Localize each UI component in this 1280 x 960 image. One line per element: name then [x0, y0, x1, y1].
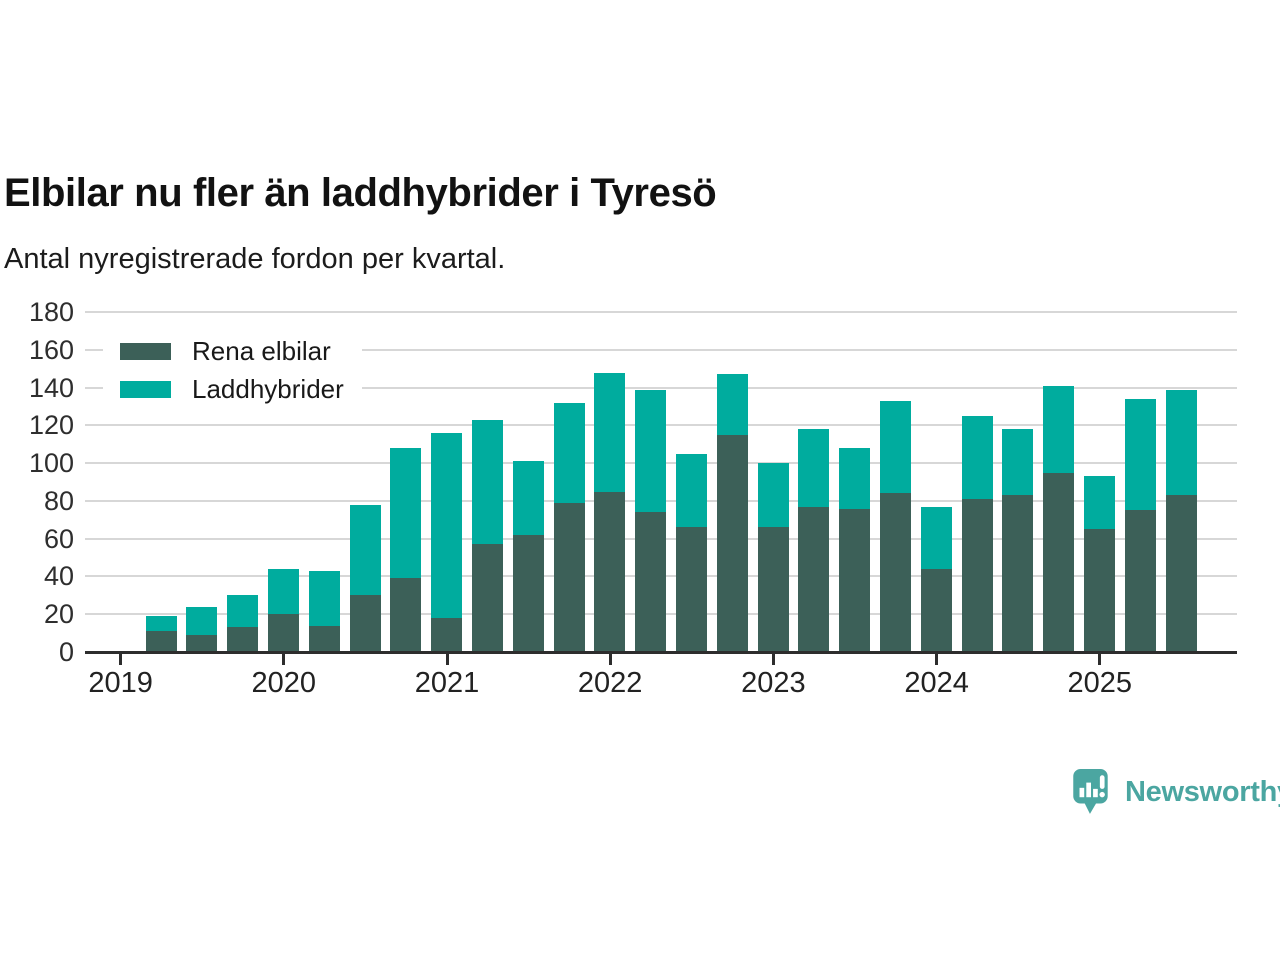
- bar-elbilar-2021-q4: [553, 502, 585, 653]
- bar-laddhybrider-2022-q4: [716, 374, 748, 435]
- gridline-y-180: [85, 311, 1237, 314]
- bar-elbilar-2024-q2: [961, 499, 993, 653]
- legend: Rena elbilar Laddhybrider: [103, 327, 362, 415]
- bar-laddhybrider-2021-q4: [553, 402, 585, 503]
- newsworthy-wordmark: Newsworthy: [1125, 776, 1280, 808]
- bar-laddhybrider-2023-q4: [879, 400, 911, 494]
- x-axis-year-label: 2025: [1067, 667, 1133, 699]
- y-axis-tick-label: 180: [28, 297, 74, 328]
- newsworthy-logo[interactable]: Newsworthy: [1072, 768, 1280, 816]
- bar-elbilar-2021-q1: [431, 618, 463, 653]
- bar-laddhybrider-2022-q3: [675, 453, 707, 528]
- y-axis-tick-label: 40: [43, 561, 74, 592]
- bar-elbilar-2023-q2: [798, 506, 830, 653]
- bar-laddhybrider-2021-q3: [512, 461, 544, 535]
- x-axis-year-label: 2020: [251, 667, 317, 699]
- y-axis-tick-label: 100: [28, 448, 74, 479]
- bar-elbilar-2022-q4: [716, 434, 748, 653]
- bar-elbilar-2019-q3: [186, 635, 218, 653]
- legend-swatch-elbilar-icon: [120, 342, 171, 360]
- x-axis-tick: [1098, 654, 1102, 665]
- y-axis-tick-label: 160: [28, 334, 74, 365]
- bar-laddhybrider-2019-q2: [145, 616, 177, 632]
- y-axis-tick-label: 20: [43, 599, 74, 630]
- bar-laddhybrider-2021-q1: [431, 432, 463, 618]
- chart-subtitle: Antal nyregistrerade fordon per kvartal.: [4, 243, 506, 275]
- bar-laddhybrider-2025-q3: [1165, 389, 1197, 496]
- bar-elbilar-2024-q1: [920, 568, 952, 653]
- bar-elbilar-2020-q4: [390, 578, 422, 653]
- bar-laddhybrider-2025-q1: [1083, 476, 1115, 530]
- bar-elbilar-2025-q2: [1124, 510, 1156, 653]
- bar-elbilar-2020-q1: [267, 614, 299, 653]
- bar-laddhybrider-2023-q3: [839, 448, 871, 509]
- bar-elbilar-2025-q3: [1165, 495, 1197, 653]
- newsworthy-speech-bubble-bar-chart-icon: [1073, 769, 1108, 814]
- bar-laddhybrider-2020-q1: [267, 568, 299, 615]
- bar-elbilar-2020-q2: [308, 625, 340, 653]
- bar-elbilar-2022-q2: [635, 512, 667, 653]
- bar-elbilar-2022-q1: [594, 491, 626, 653]
- x-axis-year-label: 2022: [577, 667, 643, 699]
- bar-elbilar-2019-q2: [145, 631, 177, 653]
- x-axis-tick: [282, 654, 286, 665]
- x-axis-tick: [771, 654, 775, 665]
- bar-laddhybrider-2020-q2: [308, 570, 340, 626]
- legend-label: Rena elbilar: [192, 336, 331, 366]
- bar-laddhybrider-2020-q4: [390, 448, 422, 579]
- bar-laddhybrider-2024-q2: [961, 416, 993, 500]
- bar-elbilar-2021-q3: [512, 534, 544, 653]
- legend-item-laddhybrider: Laddhybrider: [120, 375, 344, 403]
- bar-laddhybrider-2023-q2: [798, 429, 830, 507]
- bar-laddhybrider-2022-q1: [594, 372, 626, 492]
- bar-elbilar-2021-q2: [471, 544, 503, 653]
- bar-laddhybrider-2024-q1: [920, 506, 952, 569]
- x-axis-year-label: 2023: [741, 667, 806, 699]
- y-axis-tick-label: 140: [28, 372, 74, 403]
- bar-elbilar-2023-q3: [839, 508, 871, 653]
- x-axis-tick: [608, 654, 612, 665]
- x-axis-line: [85, 651, 1237, 654]
- y-axis-tick-label: 80: [43, 485, 74, 516]
- gridline-y-160: [85, 348, 1237, 351]
- legend-swatch-laddhybrider-icon: [120, 380, 171, 398]
- bar-laddhybrider-2024-q3: [1002, 429, 1034, 496]
- bar-elbilar-2022-q3: [675, 527, 707, 653]
- bar-laddhybrider-2021-q2: [471, 419, 503, 545]
- bar-elbilar-2019-q4: [227, 627, 259, 653]
- bar-laddhybrider-2022-q2: [635, 389, 667, 513]
- bar-elbilar-2024-q3: [1002, 495, 1034, 653]
- bar-elbilar-2020-q3: [349, 595, 381, 653]
- page-title: Elbilar nu fler än laddhybrider i Tyresö: [4, 170, 717, 215]
- bar-laddhybrider-2025-q2: [1124, 399, 1156, 511]
- bar-laddhybrider-2023-q1: [757, 463, 789, 528]
- bar-elbilar-2024-q4: [1043, 472, 1075, 653]
- legend-item-rena-elbilar: Rena elbilar: [120, 337, 344, 365]
- bar-elbilar-2023-q1: [757, 527, 789, 653]
- bar-elbilar-2025-q1: [1083, 529, 1115, 653]
- x-axis-tick: [935, 654, 939, 665]
- x-axis-year-label: 2021: [414, 667, 480, 699]
- x-axis-tick: [119, 654, 123, 665]
- bar-elbilar-2023-q4: [879, 493, 911, 653]
- x-axis-tick: [445, 654, 449, 665]
- bar-laddhybrider-2019-q3: [186, 606, 218, 635]
- bar-laddhybrider-2020-q3: [349, 504, 381, 596]
- y-axis-tick-label: 60: [43, 523, 74, 554]
- gridline-y-140: [85, 386, 1237, 389]
- legend-label: Laddhybrider: [192, 374, 344, 404]
- y-axis-tick-label: 0: [58, 637, 74, 667]
- x-axis-year-label: 2019: [88, 667, 153, 699]
- x-axis-year-label: 2024: [904, 667, 969, 699]
- y-axis-tick-label: 120: [28, 410, 74, 441]
- bar-laddhybrider-2024-q4: [1043, 385, 1075, 473]
- bar-laddhybrider-2019-q4: [227, 595, 259, 628]
